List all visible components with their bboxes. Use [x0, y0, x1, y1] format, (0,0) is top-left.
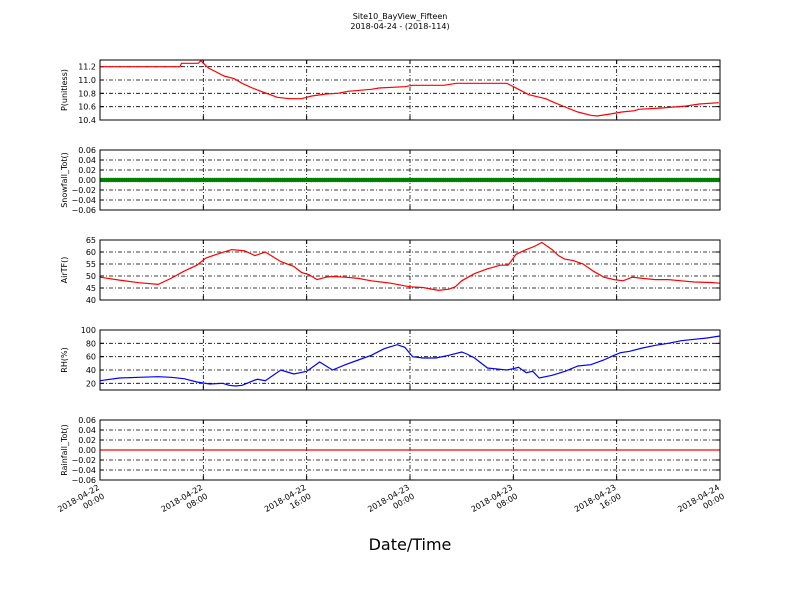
plot-frame — [99, 149, 721, 211]
y-tick-label: 65 — [86, 236, 96, 245]
y-tick-label: 11.2 — [78, 63, 96, 72]
y-tick-label: −0.06 — [71, 206, 96, 215]
y-tick-label: 40 — [86, 296, 96, 305]
series-line — [100, 60, 719, 117]
y-axis-label: Snowfall_Tot() — [60, 152, 69, 208]
y-tick-label: −0.06 — [71, 476, 96, 485]
chart-panel-3: 65 60 55 50 45 40 AirTF() — [60, 236, 721, 305]
y-tick-label: 55 — [86, 260, 96, 269]
y-tick-label: 80 — [86, 339, 96, 348]
y-tick-label: 0.02 — [78, 436, 96, 445]
chart-panel-4: 100 80 60 40 20 RH(%) — [60, 326, 721, 391]
y-tick-label: 45 — [86, 284, 96, 293]
series-4-1 — [100, 335, 720, 387]
y-tick-label: 10.6 — [78, 103, 96, 112]
y-axis-label: P(unitless) — [60, 69, 69, 111]
y-tick-label: 0.04 — [78, 156, 96, 165]
y-tick-label: 0.04 — [78, 426, 96, 435]
figure-subtitle: 2018-04-24 - (2018-114) — [350, 22, 449, 31]
y-tick-label: 0.00 — [78, 446, 96, 455]
y-tick-label: 60 — [86, 248, 96, 257]
y-axis-label: Rainfall_Tot() — [60, 424, 69, 476]
y-tick-label: −0.02 — [71, 456, 96, 465]
chart-panel-2: 0.060.040.020.00−0.02−0.04−0.06Snowfall_… — [60, 146, 721, 215]
y-tick-label: 100 — [81, 326, 96, 335]
y-tick-label: 0.00 — [78, 176, 96, 185]
series-line — [100, 241, 720, 292]
y-tick-label: 0.06 — [78, 416, 96, 425]
series-2-1 — [100, 177, 720, 183]
y-tick-label: 60 — [86, 353, 96, 362]
plot-frame — [99, 239, 721, 301]
series-line — [100, 335, 720, 387]
plot-frame — [99, 59, 721, 121]
y-tick-label: 10.8 — [78, 89, 96, 98]
y-axis-label: AirTF() — [60, 257, 69, 284]
figure-title: Site10_BayView_Fifteen — [353, 12, 448, 21]
y-tick-label: −0.02 — [71, 186, 96, 195]
y-tick-label: −0.04 — [71, 466, 96, 475]
y-tick-label: −0.04 — [71, 196, 96, 205]
panels: 11.211.010.810.610.4P(unitless)0.060.040… — [60, 59, 721, 485]
y-tick-label: 10.4 — [78, 116, 96, 125]
y-tick-label: 50 — [86, 272, 96, 281]
series-1-1 — [100, 60, 719, 117]
y-axis-label: RH(%) — [60, 347, 69, 372]
chart-panel-5: 0.060.040.020.00−0.02−0.04−0.06Rainfall_… — [60, 416, 721, 485]
y-tick-label: 0.02 — [78, 166, 96, 175]
chart-panel-1: 11.2 11.0 10.8 10.6 10.4 P(unitless) — [60, 59, 721, 125]
y-tick-label: 40 — [86, 366, 96, 375]
x-axis-label: Date/Time — [369, 535, 452, 554]
series-3-1 — [100, 241, 720, 292]
y-tick-label: 0.06 — [78, 146, 96, 155]
y-tick-label: 11.0 — [78, 76, 96, 85]
y-tick-label: 20 — [86, 379, 96, 388]
series-marker — [716, 177, 720, 183]
plot-frame — [99, 419, 721, 481]
plot-frame — [99, 329, 721, 391]
